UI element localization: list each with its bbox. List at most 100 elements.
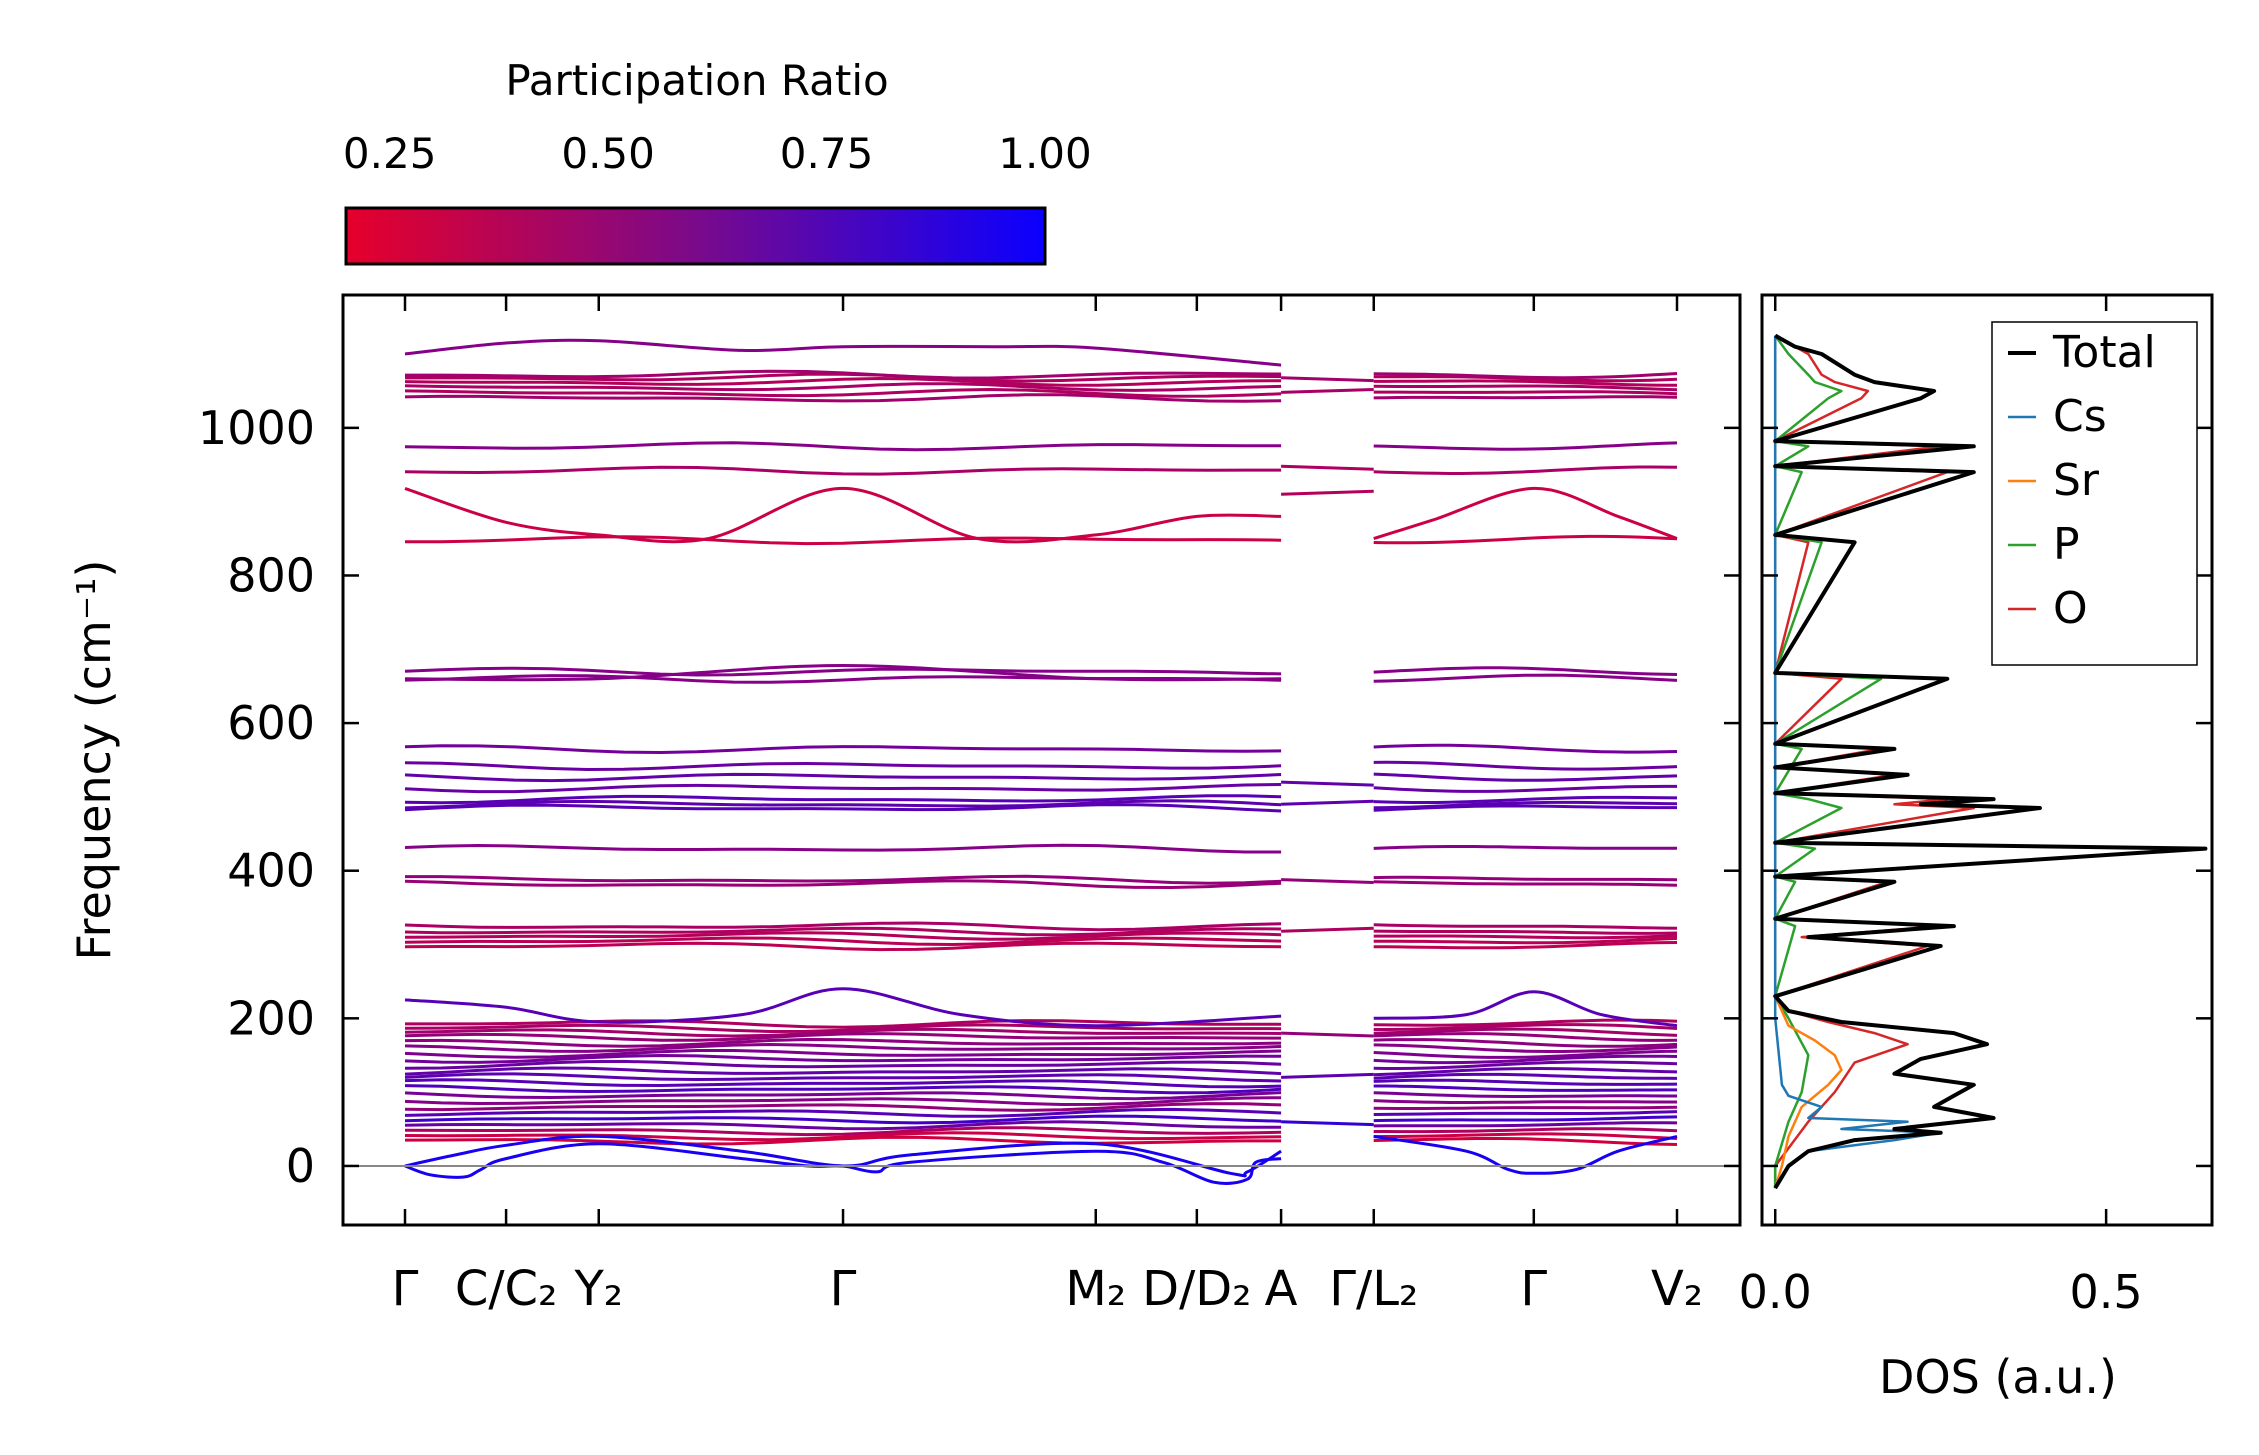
band-line <box>1373 384 1678 392</box>
band-y-tick-label: 1000 <box>198 401 315 455</box>
band-line <box>1373 1072 1678 1080</box>
kpoint-label: M₂ <box>1065 1261 1126 1317</box>
band-line <box>1281 926 1374 933</box>
band-line <box>1373 743 1678 754</box>
band-line <box>1373 1023 1678 1031</box>
dos-x-axis-label: DOS (a.u.) <box>1879 1350 2117 1404</box>
dos-x-ticks: 0.0 0.5 <box>1739 295 2143 1319</box>
dos-axes-frame <box>1760 293 2214 1227</box>
band-line <box>1373 1032 1678 1042</box>
dos-panel: 0.0 0.5 DOS (a.u.) Total Cs Sr PO <box>1739 293 2214 1404</box>
band-structure-panel: 0 200 400 600 800 1000 Γ C/C₂ Y₂ Γ M₂ D/D₂ A Γ/L₂ Γ V₂… <box>67 293 1742 1317</box>
kpoint-label: A <box>1265 1261 1298 1317</box>
dos-series-total <box>1773 333 2208 1190</box>
band-line <box>1373 804 1677 812</box>
band-line <box>1373 929 1678 935</box>
band-line <box>404 783 1282 794</box>
band-line <box>1373 1054 1678 1065</box>
band-line <box>404 1027 1282 1038</box>
band-y-tick-label: 200 <box>227 991 315 1045</box>
kpoint-label: Γ <box>392 1261 419 1317</box>
band-line <box>1373 1038 1678 1048</box>
dos-x-tick-label: 0.5 <box>2070 1265 2143 1319</box>
band-line <box>1373 673 1678 683</box>
band-line <box>404 1049 1282 1059</box>
band-line <box>1373 1132 1678 1140</box>
band-line <box>404 1072 1282 1083</box>
band-axes-frame <box>341 293 1742 1227</box>
band-line <box>404 843 1282 854</box>
band-line <box>1373 1066 1678 1077</box>
band-line <box>404 1142 1282 1185</box>
band-line <box>405 874 1282 885</box>
band-line <box>1373 1060 1678 1070</box>
colorbar-tick-label: 1.00 <box>998 129 1092 178</box>
band-line <box>404 1120 1282 1131</box>
band-line <box>404 936 1282 947</box>
band-line <box>404 761 1282 772</box>
band-line <box>404 1126 1282 1137</box>
kpoint-label: D/D₂ <box>1142 1261 1251 1317</box>
legend-label-cs: Cs <box>2053 391 2107 442</box>
band-line <box>1281 388 1374 394</box>
colorbar: Participation Ratio 0.25 0.50 0.75 1.00 <box>343 56 1092 266</box>
band-line <box>1281 878 1374 884</box>
band-line <box>1373 666 1678 676</box>
band-line <box>1373 880 1678 887</box>
band-y-tick-label: 800 <box>227 548 315 602</box>
band-line <box>1373 795 1678 804</box>
band-line <box>404 926 1282 937</box>
band-line <box>1373 941 1678 950</box>
band-line <box>404 1032 1282 1042</box>
band-line <box>1373 760 1678 771</box>
kpoint-label: V₂ <box>1651 1261 1703 1317</box>
band-line <box>1373 1137 1678 1146</box>
band-line <box>1373 390 1678 396</box>
band-line <box>404 1042 1282 1053</box>
band-line <box>404 1102 1282 1112</box>
dos-series-sr <box>1773 335 1843 1189</box>
kpoint-label: Y₂ <box>573 1261 623 1317</box>
colorbar-tick-label: 0.75 <box>780 129 874 178</box>
band-line <box>404 1066 1282 1076</box>
band-line <box>1373 1121 1678 1128</box>
band-line <box>1281 376 1374 383</box>
band-line <box>404 803 1282 813</box>
band-line <box>1281 1120 1374 1127</box>
band-line <box>404 744 1282 755</box>
legend-label-o: O <box>2053 583 2088 634</box>
band-line <box>1373 934 1678 940</box>
band-line <box>1373 1049 1678 1059</box>
dos-series-p <box>1773 334 1883 1189</box>
band-line <box>404 941 1282 952</box>
band-line <box>404 382 1282 392</box>
colorbar-gradient <box>344 206 1047 266</box>
band-line <box>404 799 1282 810</box>
band-line <box>1281 799 1374 806</box>
band-line <box>404 1107 1282 1118</box>
band-line <box>404 465 1282 476</box>
band-y-tick-label: 400 <box>227 844 315 898</box>
band-line <box>1373 772 1678 782</box>
band-line <box>1373 1078 1678 1086</box>
band-line <box>1373 441 1678 451</box>
band-line <box>404 393 1282 403</box>
band-line <box>404 1114 1282 1125</box>
band-line <box>404 663 1282 682</box>
band-lines <box>404 338 1678 1185</box>
band-line <box>1373 372 1678 380</box>
dos-legend: Total Cs Sr PO <box>1991 321 2198 666</box>
band-line <box>1373 1084 1677 1092</box>
band-line <box>404 1131 1282 1142</box>
band-line <box>1373 486 1678 541</box>
band-line <box>1373 1134 1678 1175</box>
band-line <box>1281 780 1374 787</box>
band-line <box>405 535 1282 546</box>
band-line <box>1281 489 1374 496</box>
legend-label-total: Total <box>2052 327 2156 378</box>
dos-lines <box>1773 333 2208 1190</box>
band-line <box>405 369 1282 380</box>
band-line <box>1281 1031 1374 1038</box>
band-line <box>404 387 1282 398</box>
kpoint-label: Γ/L₂ <box>1329 1261 1418 1317</box>
